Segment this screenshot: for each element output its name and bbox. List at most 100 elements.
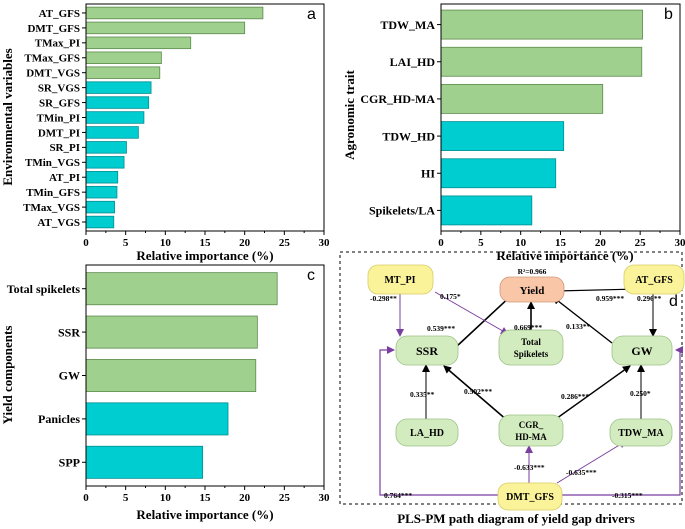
panel-letter-d: d [669, 293, 678, 310]
category-label-a-6: SR_GFS [39, 97, 80, 109]
x-tick-label-a-3: 15 [200, 237, 212, 249]
x-tick-label-c-5: 25 [279, 492, 291, 504]
arrow-dmt-tdwma [556, 440, 627, 484]
category-label-a-4: DMT_VGS [26, 68, 80, 80]
bar-a-4 [85, 66, 161, 79]
bar-a-1 [85, 21, 246, 35]
node-cgr-hd-ma: CGR_ HD-MA [498, 414, 564, 447]
category-label-a-12: TMin_GFS [26, 187, 80, 199]
x-tick-label-b-3: 15 [555, 237, 567, 249]
category-label-a-0: AT_GFS [39, 8, 80, 20]
bar-a-8 [85, 126, 139, 139]
x-tick-label-a-1: 5 [123, 237, 129, 249]
coef-mt-ssr: -0.298** [370, 294, 397, 303]
category-label-a-5: SR_VGS [38, 82, 80, 94]
arrow-gw-yield [552, 296, 613, 344]
svg-text:Spikelets: Spikelets [514, 349, 549, 359]
coef-cgr-gw: 0.286*** [561, 392, 589, 401]
category-label-b-1: LAI_HD [390, 55, 436, 69]
bar-a-3 [85, 51, 162, 64]
chart-panel-c: Total spikelets SSR GW Panicles SPP 0 5 10 15 20 2… [0, 264, 330, 522]
node-dmt-gfs: DMT_GFS [497, 482, 563, 511]
category-label-a-7: TMin_PI [37, 112, 80, 124]
coef-cgr-ssr: 0.502*** [464, 387, 492, 396]
x-tick-label-b-4: 20 [595, 237, 607, 249]
category-label-b-0: TDW_MA [380, 18, 435, 32]
bar-a-2 [85, 36, 192, 50]
coef-ssr-yield: 0.539*** [427, 324, 455, 333]
bar-b-5 [440, 195, 533, 226]
category-label-a-13: TMax_VGS [23, 202, 80, 214]
y-axis-title-c: Yield components [0, 326, 15, 425]
x-tick-label-b-2: 10 [515, 237, 527, 249]
category-label-a-14: AT_VGS [37, 217, 80, 229]
category-label-c-0: Total spikelets [7, 282, 81, 296]
node-yield: Yield [499, 276, 565, 303]
y-axis-title-a: Environmental variables [0, 48, 15, 185]
y-axis-title-b: Agronomic trait [342, 70, 357, 160]
svg-text:Total: Total [521, 337, 541, 347]
coef-dmt-gw: -0.315*** [612, 491, 643, 500]
bar-a-7 [85, 111, 145, 124]
x-tick-label-a-2: 10 [160, 237, 172, 249]
bar-a-12 [85, 185, 118, 199]
arrow-atgfs-yield [555, 286, 639, 295]
category-label-c-2: GW [59, 369, 80, 383]
x-tick-label-a-6: 30 [319, 237, 331, 249]
bar-a-5 [85, 81, 152, 94]
coef-mt-ts: 0.175* [440, 292, 461, 301]
chart-panel-a: AT_GFS DMT_GFS TMax_PI TMax_GFS DMT_VGS SR_VG… [0, 3, 331, 263]
category-label-a-11: AT_PI [49, 172, 80, 184]
r2-label: R²=0.966 [518, 267, 547, 276]
svg-text:HD-MA: HD-MA [515, 432, 547, 442]
svg-text:MT_PI: MT_PI [384, 275, 415, 286]
bar-a-11 [85, 171, 119, 184]
coef-gw-yield: 0.133** [566, 322, 591, 331]
bar-a-9 [85, 141, 127, 154]
category-label-b-4: HI [421, 166, 435, 180]
node-total-spikelets: Total Spikelets [498, 329, 564, 366]
coef-ts-yield: 0.669*** [514, 323, 542, 332]
bar-c-3 [85, 402, 229, 436]
bar-a-6 [85, 96, 150, 109]
arrow-dmt-gw [562, 346, 683, 496]
node-tdw-ma: TDW_MA [609, 418, 673, 447]
bar-c-0 [85, 272, 278, 306]
x-axis-title-b: Relative importance (%) [496, 248, 633, 263]
bar-b-4 [440, 158, 557, 189]
diagram-title: PLS-PM path diagram of yield gap drivers [397, 511, 635, 526]
node-mt-pi: MT_PI [367, 264, 434, 295]
bar-a-10 [85, 156, 125, 169]
coef-tdw-gw: 0.250* [630, 389, 651, 398]
bar-b-0 [440, 9, 643, 40]
svg-text:TDW_MA: TDW_MA [618, 428, 664, 439]
node-la-hd: LA_HD [395, 418, 459, 447]
arrow-mtpi-ts [434, 291, 509, 335]
node-ssr: SSR [395, 335, 459, 366]
svg-text:Yield: Yield [520, 285, 545, 297]
category-label-a-9: SR_PI [49, 142, 80, 154]
x-tick-label-b-5: 25 [635, 237, 647, 249]
category-label-a-10: TMin_VGS [25, 157, 80, 169]
x-tick-label-a-5: 25 [279, 237, 291, 249]
chart-panel-b: TDW_MA LAI_HD CGR_HD-MA TDW_HD HI Spikelets/L… [342, 3, 685, 263]
x-tick-label-c-2: 10 [160, 492, 172, 504]
node-at-gfs: AT_GFS [623, 264, 685, 295]
x-tick-label-b-0: 0 [438, 237, 444, 249]
category-label-c-1: SSR [58, 325, 80, 339]
x-tick-label-c-3: 15 [200, 492, 212, 504]
arrow-dmt-ssr [379, 346, 498, 496]
svg-text:DMT_GFS: DMT_GFS [506, 492, 554, 503]
x-tick-label-c-1: 5 [123, 492, 129, 504]
coef-dmt-tdw: -0.635*** [566, 468, 597, 477]
x-tick-label-c-0: 0 [83, 492, 89, 504]
arrow-cgr-ssr [443, 365, 509, 422]
category-label-b-3: TDW_HD [382, 129, 435, 143]
x-tick-label-c-4: 20 [239, 492, 251, 504]
node-gw: GW [611, 335, 673, 366]
bar-c-1 [85, 315, 258, 349]
panel-letter-c: c [307, 267, 315, 284]
svg-text:SSR: SSR [416, 344, 438, 358]
category-label-c-3: Panicles [38, 412, 80, 426]
svg-text:LA_HD: LA_HD [410, 428, 444, 439]
